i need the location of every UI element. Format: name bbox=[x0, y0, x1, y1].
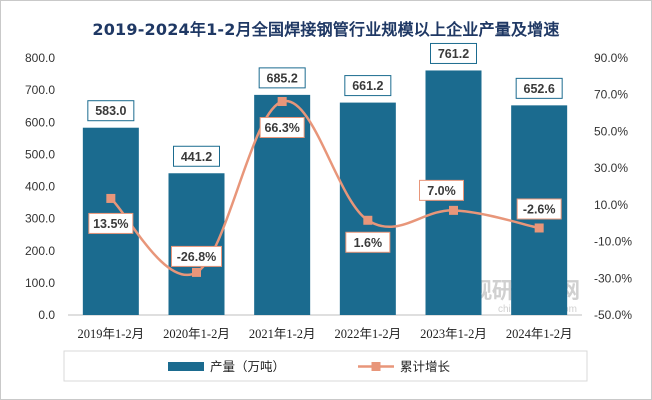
left-tick-label: 600.0 bbox=[25, 115, 55, 129]
bar-label-box-2 bbox=[258, 67, 306, 89]
left-tick-label: 200.0 bbox=[25, 244, 55, 258]
right-tick-label: -10.0% bbox=[594, 235, 632, 249]
right-tick-label: 70.0% bbox=[594, 88, 628, 102]
bar-label-box-1 bbox=[173, 145, 220, 167]
legend-label-bar: 产量（万吨） bbox=[210, 359, 285, 374]
growth-label-box-3 bbox=[345, 231, 391, 253]
growth-value-label: 66.3% bbox=[264, 121, 299, 135]
left-tick-label: 800.0 bbox=[25, 51, 55, 65]
growth-marker-5 bbox=[534, 223, 544, 233]
right-tick-label: 10.0% bbox=[594, 198, 628, 212]
bar-value-label: 761.2 bbox=[438, 47, 469, 61]
x-category-label: 2023年1-2月 bbox=[420, 327, 487, 341]
left-tick-label: 500.0 bbox=[25, 147, 55, 161]
growth-value-label: 1.6% bbox=[354, 236, 383, 250]
growth-line-series bbox=[106, 97, 544, 277]
left-tick-label: 100.0 bbox=[25, 276, 55, 290]
growth-value-label: -2.6% bbox=[523, 202, 556, 216]
bar-3 bbox=[339, 102, 396, 315]
x-category-label: 2024年1-2月 bbox=[506, 327, 573, 341]
right-axis-ticks: -50.0% -30.0% -10.0% 10.0% 30.0% 50.0% 70.0% 90… bbox=[594, 51, 632, 322]
legend-box bbox=[63, 350, 588, 382]
bar-value-label: 685.2 bbox=[267, 71, 298, 85]
bar-value-label: 441.2 bbox=[181, 150, 212, 164]
growth-value-label: -26.8% bbox=[177, 250, 217, 264]
growth-marker-2 bbox=[277, 97, 287, 107]
growth-label-box-0 bbox=[88, 212, 134, 234]
growth-marker-3 bbox=[363, 215, 373, 225]
left-tick-label: 0.0 bbox=[38, 308, 55, 322]
growth-value-label: 7.0% bbox=[427, 184, 456, 198]
bar-value-label: 583.0 bbox=[95, 104, 126, 118]
x-category-label: 2020年1-2月 bbox=[163, 327, 230, 341]
growth-label-box-2 bbox=[259, 117, 305, 139]
growth-marker-4 bbox=[449, 205, 458, 215]
bar-label-box-0 bbox=[87, 100, 135, 122]
chart-title: 2019-2024年1-2月全国焊接钢管行业规模以上企业产量及增速 bbox=[92, 20, 560, 39]
x-category-label: 2022年1-2月 bbox=[334, 327, 401, 341]
x-axis-categories: 2019年1-2月 2020年1-2月 2021年1-2月 2022年1-2月 2023… bbox=[77, 327, 572, 341]
growth-marker-1 bbox=[192, 267, 201, 277]
right-tick-label: -30.0% bbox=[594, 271, 632, 285]
left-tick-label: 400.0 bbox=[25, 180, 55, 194]
x-category-label: 2021年1-2月 bbox=[249, 327, 316, 341]
left-tick-label: 700.0 bbox=[25, 83, 55, 97]
legend: 产量（万吨） 累计增长 bbox=[63, 350, 588, 382]
x-category-label: 2019年1-2月 bbox=[77, 327, 144, 341]
growth-value-labels: 13.5% -26.8% 66.3% 1.6% 7.0% -2.6% bbox=[88, 117, 562, 267]
left-axis-ticks: 0.0 100.0 200.0 300.0 400.0 500.0 600.0 700.0 80… bbox=[25, 51, 55, 322]
bar-value-label: 661.2 bbox=[352, 79, 383, 93]
bar-label-box-3 bbox=[344, 75, 392, 97]
growth-label-box-1 bbox=[171, 245, 222, 267]
bar-value-label: 652.6 bbox=[524, 82, 555, 96]
bar-label-box-4 bbox=[430, 42, 477, 64]
right-tick-label: -50.0% bbox=[594, 308, 632, 322]
growth-marker-0 bbox=[106, 193, 116, 203]
bar-label-box-5 bbox=[515, 77, 563, 99]
growth-label-box-5 bbox=[516, 198, 562, 220]
growth-value-label: 13.5% bbox=[93, 217, 128, 231]
left-tick-label: 300.0 bbox=[25, 212, 55, 226]
right-tick-label: 90.0% bbox=[594, 51, 628, 65]
legend-swatch-bar bbox=[168, 362, 204, 371]
growth-label-box-4 bbox=[419, 179, 464, 201]
right-tick-label: 30.0% bbox=[594, 161, 628, 175]
legend-marker-growth bbox=[371, 362, 381, 371]
bar-value-labels: 583.0 441.2 685.2 661.2 761.2 652.6 bbox=[87, 42, 563, 167]
right-tick-label: 50.0% bbox=[594, 124, 628, 138]
legend-label-growth: 累计增长 bbox=[400, 359, 451, 374]
